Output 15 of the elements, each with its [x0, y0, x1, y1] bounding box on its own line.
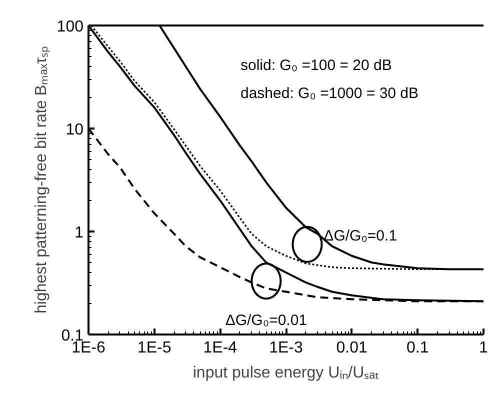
annotation: solid: G₀ =100 = 20 dB [240, 57, 392, 74]
x-tick-label: 1E-3 [269, 340, 303, 356]
annotation: ΔG/G₀=0.1 [324, 228, 398, 245]
x-tick-label: 0.01 [336, 340, 368, 356]
y-tick-label: 10 [66, 122, 84, 138]
x-axis-title: input pulse energy Uᵢₙ/Uₛₐₜ [192, 364, 380, 382]
y-tick-label: 1 [74, 224, 84, 242]
x-tick-label: 1 [479, 340, 488, 356]
annotation: ΔG/G₀=0.01 [225, 312, 308, 329]
x-tick-label: 1E-5 [137, 340, 172, 356]
annotation: dashed: G₀ =1000 = 30 dB [240, 85, 419, 102]
x-tick-label: 0.1 [406, 340, 429, 356]
x-tick-label: 1E-4 [203, 340, 238, 356]
y-tick-label: 100 [56, 18, 84, 36]
y-axis-title: highest patterning-free bit rate Bₘₐₓτₛₚ [32, 46, 50, 314]
